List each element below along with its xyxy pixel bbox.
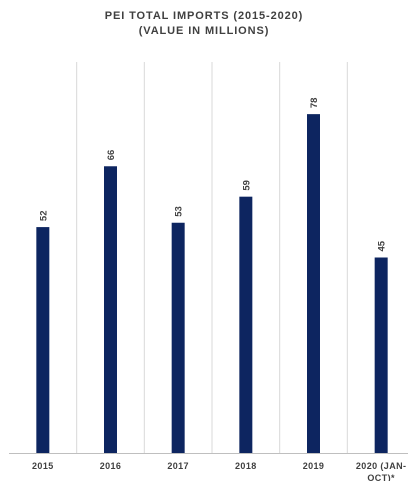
x-tick-label: OCT)* (367, 473, 395, 481)
chart-title-block: PEI TOTAL IMPORTS (2015-2020) (VALUE IN … (0, 9, 408, 39)
data-label: 52 (38, 211, 49, 222)
x-tick-label: 2020 (JAN- (356, 461, 407, 471)
x-tick-label: 2017 (167, 461, 189, 471)
chart-subtitle: (VALUE IN MILLIONS) (138, 25, 270, 37)
x-tick-label: 2015 (32, 461, 54, 471)
data-label: 45 (377, 240, 388, 251)
bar-2016 (104, 166, 117, 453)
data-label: 78 (309, 98, 320, 109)
x-tick-label: 2016 (100, 461, 122, 471)
data-label: 59 (241, 180, 252, 191)
bar-2015 (36, 227, 50, 453)
bar-2017 (171, 222, 185, 453)
bar-2020 (374, 257, 388, 453)
chart-title: PEI TOTAL IMPORTS (2015-2020) (104, 10, 304, 22)
bar-2019 (307, 114, 320, 453)
data-label: 66 (106, 150, 117, 161)
x-tick-label: 2019 (303, 461, 325, 471)
data-label: 53 (174, 206, 185, 217)
bar-2018 (239, 196, 253, 453)
x-tick-label: 2018 (235, 461, 257, 471)
